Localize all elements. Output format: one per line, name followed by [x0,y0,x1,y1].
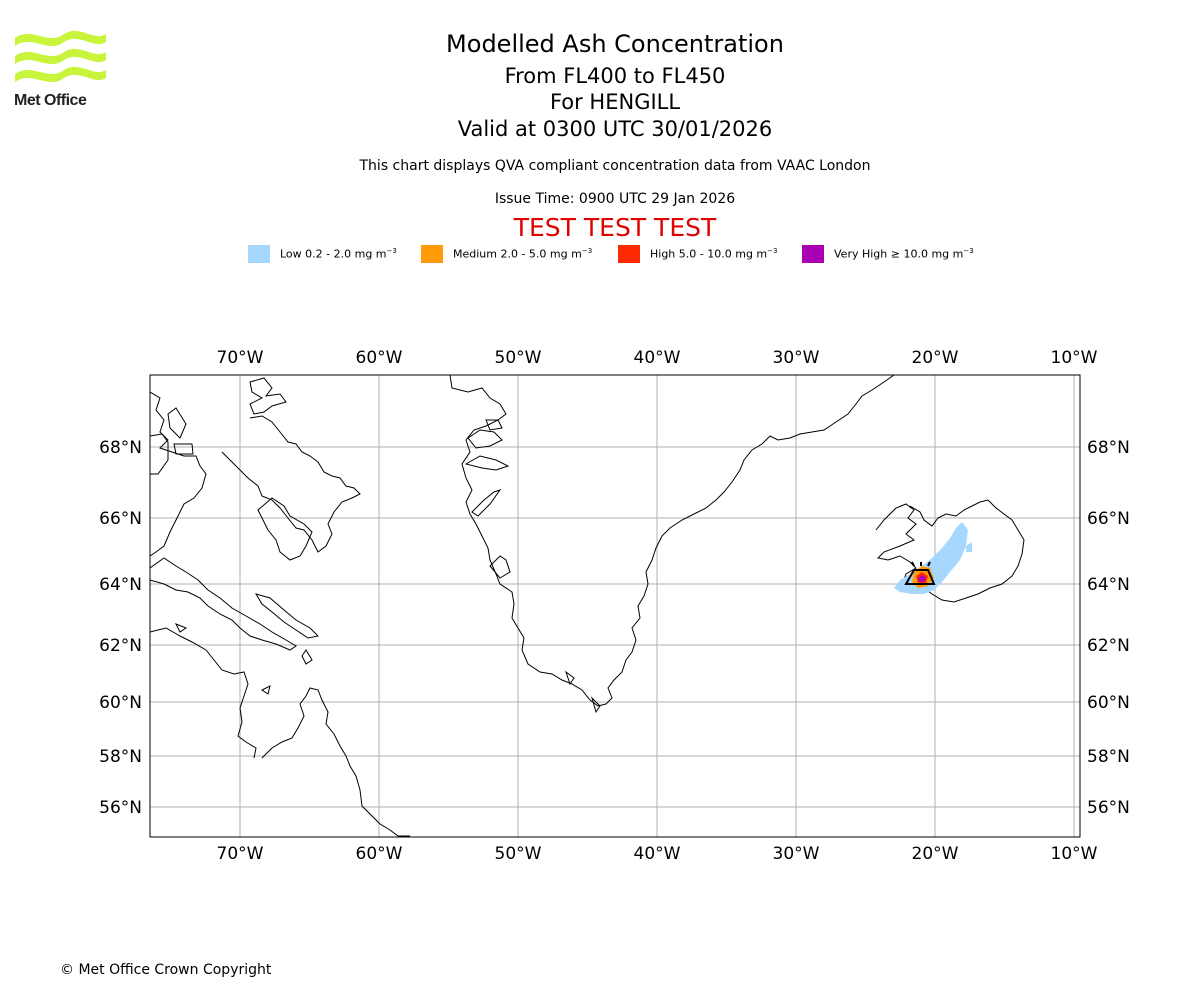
lon-tick-top: 20°W [912,348,959,368]
legend-item-high: High 5.0 - 10.0 mg m−3 [618,244,777,264]
flight-level-range: From FL400 to FL450 [504,64,726,88]
valid-time: Valid at 0300 UTC 30/01/2026 [457,117,773,141]
coastline-bylot [173,443,194,455]
legend-label-very-high: Very High ≥ 10.0 mg m [834,247,964,261]
met-office-logo: Met Office [14,28,108,112]
coastline-baffin-coast [221,415,361,553]
coastline-hudson-strait [150,627,257,759]
lon-tick-bottom: 70°W [217,844,264,864]
legend-exp-high: −3 [767,247,778,256]
lon-tick-bottom: 50°W [495,844,542,864]
volcano-name: For HENGILL [549,90,681,114]
lon-tick-bottom: 60°W [356,844,403,864]
coastline-greenland-fjord-2 [464,455,510,471]
map-background [150,375,1080,837]
coastline-labrador-island [261,685,271,695]
lat-tick-right: 62°N [1087,636,1130,656]
coastline-greenland-south [590,696,601,714]
legend-swatch-high [618,245,640,263]
issue-time: Issue Time: 0900 UTC 29 Jan 2026 [494,191,736,207]
lat-tick-left: 60°N [99,693,142,713]
lon-tick-top: 50°W [495,348,542,368]
lat-tick-right: 68°N [1087,438,1130,458]
coastline-baffin-north [167,407,187,439]
lat-tick-right: 60°N [1087,693,1130,713]
map-frame [149,374,1081,838]
lon-tick-bottom: 20°W [912,844,959,864]
lat-tick-right: 56°N [1087,798,1130,818]
logo-text: Met Office [14,92,87,109]
axis-tick-labels: 70°W 70°W 60°W 60°W 50°W 50°W 40°W 40°W 30°W 30°W… [99,348,1130,864]
legend-label-low: Low 0.2 - 2.0 mg m [280,247,387,261]
compliance-note: This chart displays QVA compliant concen… [359,158,871,174]
legend-label-high: High 5.0 - 10.0 mg m [650,247,768,261]
coastline-greenland-sw-island [565,670,575,686]
lat-tick-left: 64°N [99,575,142,595]
coastline-disko [485,419,503,431]
coastline-labrador [261,687,410,837]
coastline-greenland-fjord-1 [467,429,503,449]
lon-tick-top: 60°W [356,348,403,368]
copyright-notice: © Met Office Crown Copyright [60,962,272,978]
coastlines [150,375,1025,837]
lat-tick-left: 58°N [99,747,142,767]
graticule [150,375,1080,837]
lat-tick-left: 66°N [99,509,142,529]
coastline-cumberland [257,497,313,561]
coastline-baffin-east [249,377,287,415]
test-banner: TEST TEST TEST [513,213,717,242]
legend-item-very-high: Very High ≥ 10.0 mg m−3 [802,244,974,264]
coastline-baffin-south [150,557,297,651]
coastline-greenland-fjord-3 [471,489,502,517]
lat-tick-right: 58°N [1087,747,1130,767]
lon-tick-top: 10°W [1051,348,1098,368]
lon-tick-bottom: 30°W [773,844,820,864]
lat-tick-left: 56°N [99,798,142,818]
volcano-icon [904,561,936,585]
ash-map: 70°W 70°W 60°W 60°W 50°W 50°W 40°W 40°W 30°W 30°W… [99,348,1130,864]
legend-exp-very-high: −3 [963,247,974,256]
lat-tick-left: 68°N [99,438,142,458]
coastline-greenland [449,375,895,707]
ash-low-area-east [966,542,972,552]
legend-swatch-medium [421,245,443,263]
legend-exp-medium: −3 [581,247,593,256]
lon-tick-bottom: 10°W [1051,844,1098,864]
legend-exp-low: −3 [386,247,397,256]
lat-tick-right: 66°N [1087,509,1130,529]
coastline-baffin-inlet [150,433,169,475]
coastline-greenland-fjord-4 [489,555,511,579]
legend-swatch-very-high [802,245,824,263]
chart-title: Modelled Ash Concentration [446,30,784,58]
legend-swatch-low [248,245,270,263]
coastline-resolution [301,649,313,665]
lon-tick-top: 30°W [773,348,820,368]
lat-tick-left: 62°N [99,636,142,656]
legend-item-low: Low 0.2 - 2.0 mg m−3 [248,244,397,264]
lon-tick-top: 70°W [217,348,264,368]
met-office-wave-icon [15,30,106,82]
ash-low-area [894,522,968,594]
coastline-baffin [150,391,207,557]
ash-very-high-area [918,575,926,582]
coastline-frobisher [254,593,320,639]
lon-tick-top: 40°W [634,348,681,368]
coastline-ungava [174,623,188,633]
legend-item-medium: Medium 2.0 - 5.0 mg m−3 [421,244,592,264]
coastline-iceland [875,499,1025,603]
legend-label-medium: Medium 2.0 - 5.0 mg m [453,247,582,261]
lon-tick-bottom: 40°W [634,844,681,864]
lat-tick-right: 64°N [1087,575,1130,595]
